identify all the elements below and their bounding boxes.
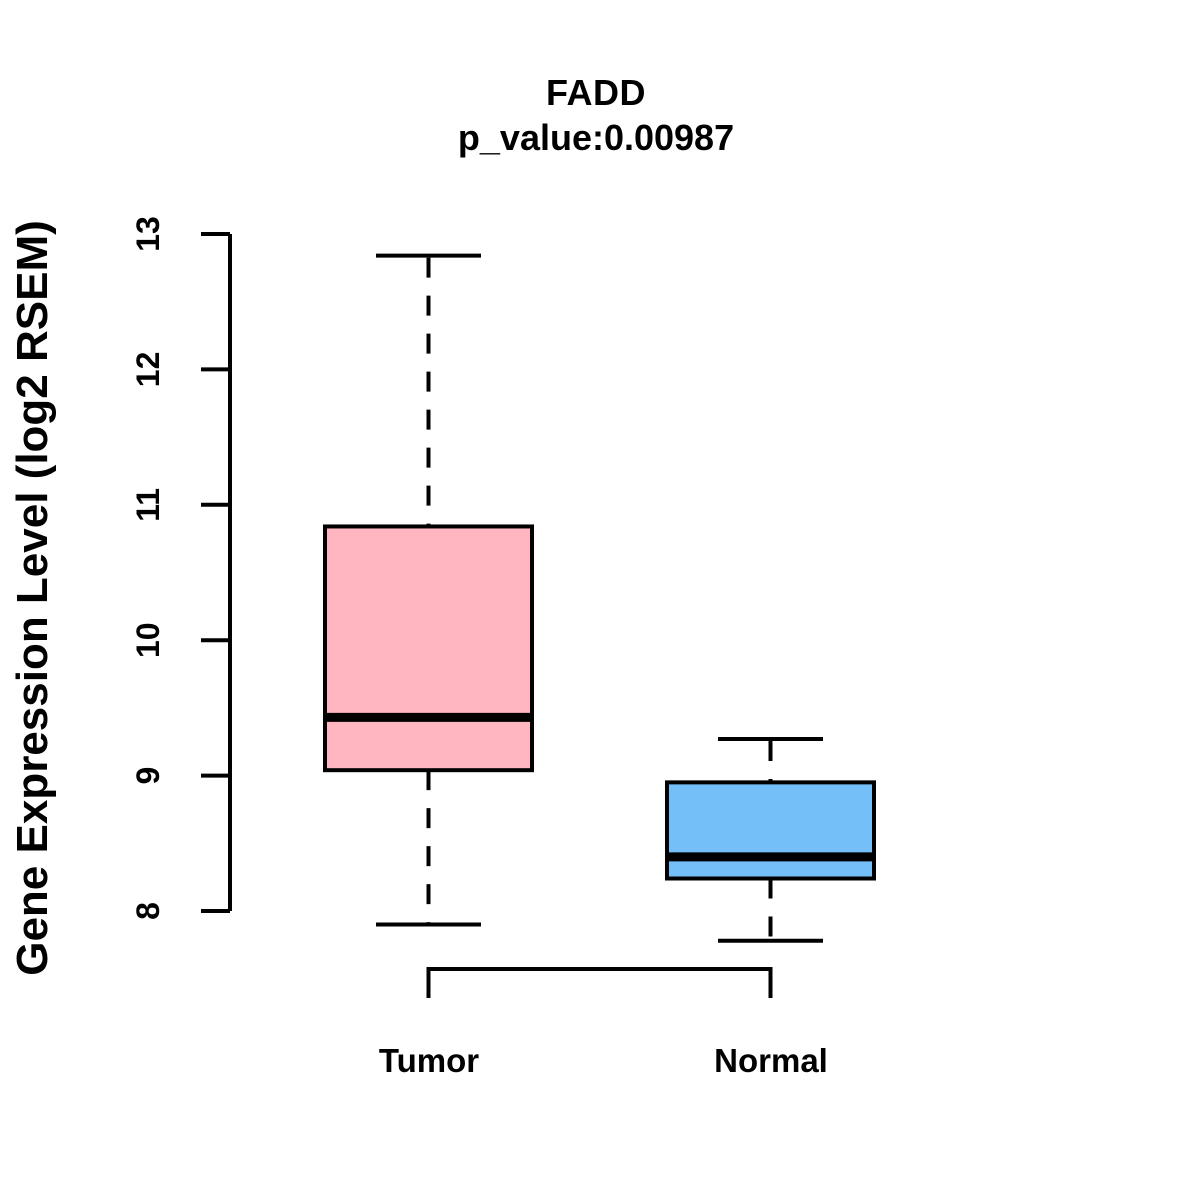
comparison-bracket [426,967,773,998]
y-tick-label: 11 [130,488,166,522]
chart-title: FADD [546,72,646,113]
y-tick-label: 12 [130,352,166,388]
x-tick-label-normal: Normal [714,1042,828,1079]
box-normal [665,780,876,881]
y-tick-label: 8 [130,902,166,920]
y-tick-label: 10 [130,622,166,658]
box-tumor [323,524,534,773]
y-tick-label: 13 [130,216,166,252]
chart-subtitle: p_value:0.00987 [457,117,735,158]
y-tick-label: 9 [130,767,166,785]
x-tick-label-tumor: Tumor [378,1042,480,1079]
